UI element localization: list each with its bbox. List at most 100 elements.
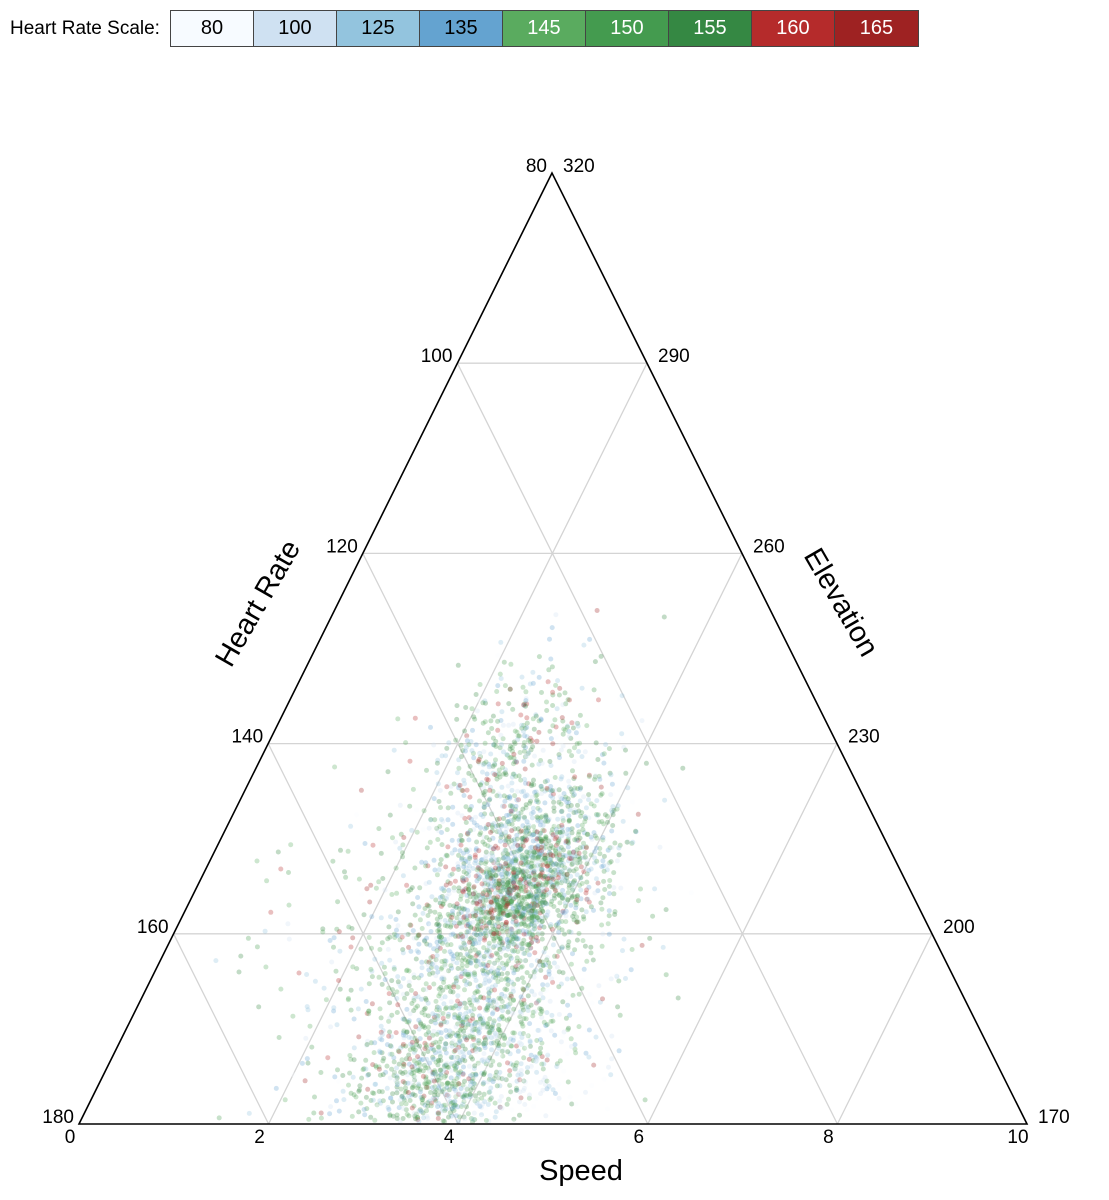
data-point [419, 1097, 425, 1103]
data-point [459, 838, 465, 843]
data-point [594, 608, 600, 613]
data-point [586, 899, 592, 905]
data-point [429, 1042, 435, 1048]
data-point [502, 770, 508, 776]
data-point [581, 840, 586, 846]
data-point [276, 1035, 282, 1040]
data-point [643, 760, 649, 766]
data-point [598, 792, 604, 798]
data-point [521, 861, 527, 866]
data-point [512, 885, 518, 891]
data-point [523, 1082, 529, 1088]
data-point [483, 869, 489, 875]
data-point [216, 1115, 222, 1121]
data-point [539, 816, 545, 822]
data-point [505, 835, 511, 841]
data-point [518, 1095, 524, 1101]
data-point [501, 966, 507, 971]
data-point [415, 895, 421, 900]
data-point [338, 847, 343, 853]
data-point [468, 1093, 474, 1099]
data-point [511, 870, 517, 876]
data-point [515, 870, 521, 876]
data-point [542, 855, 548, 861]
data-point [424, 1081, 430, 1087]
data-point [522, 871, 528, 877]
data-point [359, 1075, 365, 1081]
data-point [412, 912, 418, 918]
data-point [461, 943, 467, 949]
data-point [510, 912, 516, 918]
data-point [515, 961, 521, 967]
data-point [452, 1102, 458, 1108]
data-point [524, 715, 530, 721]
data-point [514, 964, 520, 970]
data-point [499, 977, 505, 983]
data-point [377, 1048, 382, 1054]
data-point [479, 1057, 485, 1063]
data-point [555, 678, 561, 684]
data-point [495, 916, 501, 922]
data-point [504, 902, 510, 908]
data-point [528, 922, 534, 928]
data-point [404, 882, 410, 888]
data-point [408, 987, 414, 993]
data-point [437, 1067, 443, 1073]
data-point [577, 712, 583, 718]
data-point [521, 931, 527, 937]
data-point [574, 919, 580, 925]
data-point [458, 1069, 464, 1075]
data-point [418, 972, 424, 978]
data-point [408, 1041, 414, 1047]
data-point [438, 984, 444, 990]
data-point [474, 1038, 480, 1044]
data-point [477, 874, 483, 880]
data-point [484, 947, 490, 953]
data-point [574, 897, 580, 903]
data-point [534, 836, 540, 842]
data-point [477, 1013, 482, 1019]
data-point [518, 994, 524, 1000]
data-point [553, 827, 559, 833]
data-point [426, 1030, 432, 1036]
data-point [522, 1045, 527, 1051]
data-point [451, 1086, 457, 1092]
data-point [464, 738, 470, 744]
data-point [602, 812, 608, 818]
data-point [538, 915, 544, 921]
data-point [368, 1114, 374, 1120]
data-point [474, 1100, 480, 1106]
data-point [519, 941, 525, 947]
data-point [555, 816, 561, 822]
data-point [440, 886, 445, 892]
data-point [327, 1111, 333, 1117]
data-point [554, 822, 559, 827]
data-point [423, 995, 429, 1001]
data-point [296, 970, 302, 976]
data-point [478, 857, 484, 863]
data-point [493, 904, 499, 910]
data-point [543, 945, 549, 951]
data-point [457, 1058, 462, 1064]
data-point [466, 1094, 472, 1100]
data-point [436, 1044, 442, 1050]
data-point [366, 981, 372, 987]
data-point [534, 893, 540, 899]
data-point [503, 896, 509, 902]
data-point [569, 976, 575, 982]
data-point [548, 879, 554, 885]
data-point [380, 1074, 386, 1079]
data-point [614, 973, 620, 979]
data-point [462, 728, 468, 734]
data-point [515, 960, 521, 966]
data-point [473, 978, 479, 983]
data-point [368, 966, 374, 972]
data-point [403, 1056, 409, 1062]
data-point [495, 894, 501, 900]
data-point [442, 1045, 448, 1051]
data-point [386, 924, 392, 930]
data-point [512, 967, 518, 973]
data-point [469, 1078, 475, 1084]
data-point [500, 803, 505, 809]
data-point [416, 1068, 422, 1074]
